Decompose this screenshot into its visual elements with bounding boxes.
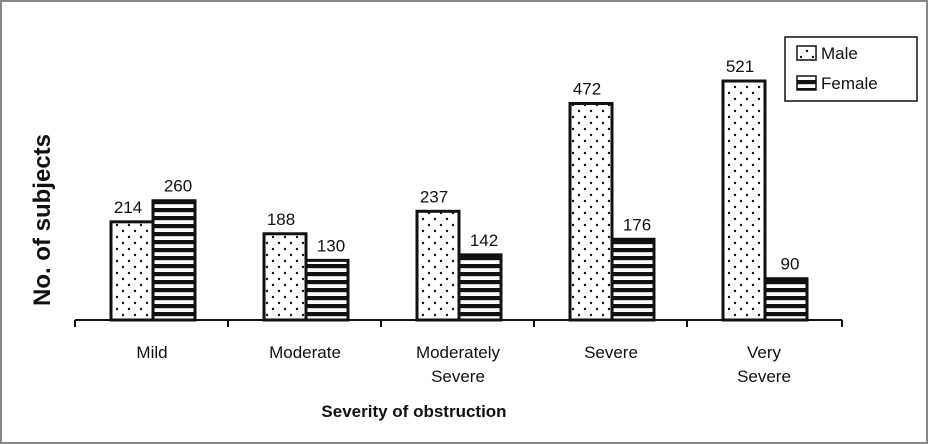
x-tick-label-1: Moderate bbox=[269, 343, 341, 362]
bar-female-1 bbox=[304, 258, 350, 322]
x-tick-label-line: Very bbox=[747, 343, 782, 362]
x-tick-label-line: Severe bbox=[431, 367, 485, 386]
x-tick-label-4: Very Severe bbox=[737, 343, 791, 386]
data-label-male-1: 188 bbox=[267, 210, 295, 229]
data-label-male-2: 237 bbox=[420, 187, 448, 206]
x-tick-label-line: Moderate bbox=[269, 343, 341, 362]
legend-swatch-female bbox=[796, 75, 817, 91]
legend: Male Female bbox=[784, 36, 918, 102]
x-tick-label-line: Severe bbox=[584, 343, 638, 362]
y-axis-title: No. of subjects bbox=[29, 134, 56, 306]
data-label-female-0: 260 bbox=[164, 177, 192, 196]
plot-area: 214 260 Mild 188 130 Moderate 237 142 Moderately… bbox=[74, 57, 843, 386]
data-label-male-3: 472 bbox=[573, 79, 601, 98]
legend-label-male: Male bbox=[821, 44, 858, 63]
x-tick-label-2: Moderately Severe bbox=[416, 343, 501, 386]
bar-male-4 bbox=[721, 79, 767, 322]
data-label-female-2: 142 bbox=[470, 231, 498, 250]
bar-male-1 bbox=[262, 232, 308, 322]
data-label-female-1: 130 bbox=[317, 236, 345, 255]
bar-female-0 bbox=[151, 199, 197, 322]
legend-label-female: Female bbox=[821, 74, 878, 93]
x-axis-title: Severity of obstruction bbox=[321, 402, 506, 421]
x-tick-label-line: Severe bbox=[737, 367, 791, 386]
x-tick-label-0: Mild bbox=[136, 343, 167, 362]
bar-male-0 bbox=[109, 220, 155, 322]
x-tick-label-line: Mild bbox=[136, 343, 167, 362]
data-label-female-3: 176 bbox=[623, 215, 651, 234]
bar-female-3 bbox=[610, 237, 656, 322]
data-label-female-4: 90 bbox=[781, 255, 800, 274]
bar-female-2 bbox=[457, 253, 503, 322]
x-tick-label-3: Severe bbox=[584, 343, 638, 362]
legend-swatch-male bbox=[796, 45, 817, 61]
bar-male-3 bbox=[568, 101, 614, 322]
data-label-male-0: 214 bbox=[114, 198, 142, 217]
bar-male-2 bbox=[415, 209, 461, 322]
data-label-male-4: 521 bbox=[726, 57, 754, 76]
x-tick-label-line: Moderately bbox=[416, 343, 501, 362]
bar-female-4 bbox=[763, 277, 809, 322]
